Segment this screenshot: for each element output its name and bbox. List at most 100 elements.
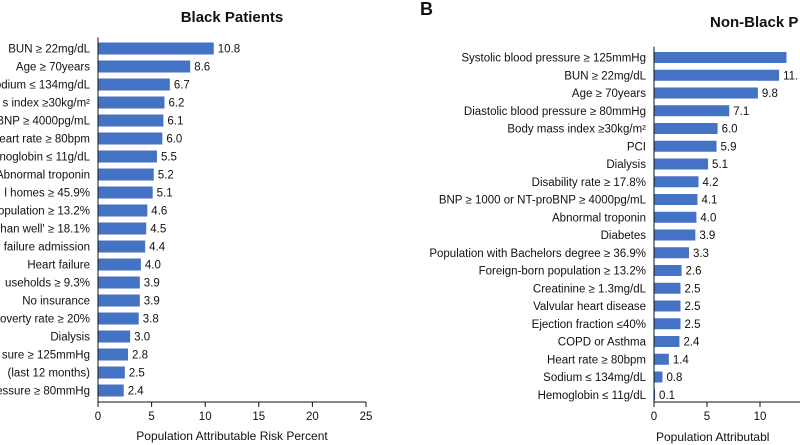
bar-value-label: 9.8: [762, 88, 778, 100]
category-label: Heart rate ≥ 80bpm: [547, 354, 646, 366]
bar-value-label: 2.4: [683, 337, 700, 349]
bar-value-label: 5.1: [712, 159, 728, 171]
bar: [654, 87, 758, 99]
panel-b-x-axis-label: Population Attributabl: [656, 430, 769, 444]
category-label: Diastolic blood pressure ≥ 80mmHg: [464, 106, 646, 118]
bar: [98, 132, 163, 145]
category-label: essure ≥ 80mmHg: [0, 386, 90, 398]
bar-value-label: 0.1: [659, 390, 675, 402]
panel-a-x-ticks: 0 5 10 15 20 25: [95, 402, 373, 423]
bar-value-label: 2.6: [686, 266, 702, 278]
category-label: BUN ≥ 22mg/dL: [8, 44, 90, 56]
category-label: Age ≥ 70years: [572, 88, 646, 100]
bar: [98, 240, 146, 253]
bar-value-label: 6.0: [166, 134, 182, 146]
bar: [98, 96, 165, 109]
bar: [98, 168, 154, 181]
bar-value-label: 11.: [783, 70, 798, 82]
x-tick-label: 5: [704, 411, 710, 423]
bar: [98, 78, 170, 91]
category-label: Foreign-born population ≥ 13.2%: [479, 266, 646, 278]
category-label: Age ≥ 70years: [16, 62, 90, 74]
bar-value-label: 6.7: [174, 80, 190, 92]
category-label: opulation ≥ 13.2%: [0, 206, 90, 218]
bar-value-label: 1.4: [673, 354, 690, 366]
bar: [654, 371, 663, 383]
bar-value-label: 4.0: [700, 212, 716, 224]
category-label: (last 12 months): [8, 368, 91, 380]
x-tick-label: 10: [199, 411, 212, 423]
bar-value-label: 4.5: [150, 224, 166, 236]
bar-value-label: 6.1: [167, 116, 183, 128]
bar-value-label: 4.0: [145, 260, 161, 272]
x-tick-label: 0: [651, 411, 657, 423]
category-label: Sodium ≤ 134mg/dL: [543, 372, 646, 384]
bar: [98, 114, 164, 127]
bar-value-label: 10.8: [218, 44, 240, 56]
category-label: Abnormal troponin: [0, 170, 90, 182]
panel-a-category-labels: BUN ≥ 22mg/dL Age ≥ 70years odium ≤ 134mg/…: [0, 44, 91, 398]
category-label: PCI: [627, 141, 646, 153]
panel-b-title: Non-Black P: [710, 14, 798, 31]
bar: [98, 312, 139, 325]
x-tick-label: 5: [148, 411, 154, 423]
bar-value-label: 3.9: [699, 230, 715, 242]
bar: [98, 186, 153, 199]
bar: [98, 330, 131, 343]
bar: [654, 336, 680, 347]
bar: [654, 353, 669, 365]
panel-a-title: Black Patients: [181, 9, 284, 26]
x-tick-label: 0: [95, 411, 101, 423]
category-label: l homes ≥ 45.9%: [4, 188, 90, 200]
bar-value-label: 5.1: [157, 188, 173, 200]
category-label: Dialysis: [50, 332, 90, 344]
bar-value-label: 2.8: [132, 350, 148, 362]
bar-value-label: 2.5: [685, 283, 701, 295]
category-label: Diabetes: [601, 230, 647, 242]
bar: [98, 294, 140, 307]
bar-value-label: 3.3: [693, 248, 709, 260]
bar: [98, 384, 124, 397]
bar-value-label: 5.5: [161, 152, 177, 164]
category-label: noglobin ≤ 11g/dL: [0, 152, 91, 164]
category-label: failure admission: [4, 242, 90, 254]
bar-value-label: 2.5: [685, 301, 701, 313]
bar: [98, 222, 147, 235]
category-label: Abnormal troponin: [552, 212, 646, 224]
bar-value-label: 8.6: [194, 62, 210, 74]
bar-value-label: 3.9: [144, 278, 160, 290]
category-label: BNP ≥ 1000 or NT-proBNP ≥ 4000pg/mL: [439, 195, 647, 207]
bar: [654, 105, 730, 117]
category-label: Hemoglobin ≤ 11g/dL: [538, 390, 647, 402]
bar-value-label: 6.0: [722, 124, 738, 136]
bar: [98, 258, 141, 271]
bar-value-label: 2.5: [129, 368, 145, 380]
bar: [654, 194, 698, 205]
bar: [654, 389, 656, 401]
bar: [654, 52, 787, 63]
bar-value-label: 4.1: [701, 195, 717, 207]
x-tick-label: 15: [252, 411, 265, 423]
panel-b-value-labels: 11. 9.8 7.1 6.0 5.9 5.1 4.2 4.1 4.0 3.9 3.3 2.6 2.5 2…: [659, 70, 798, 402]
bar: [654, 69, 780, 81]
bar-value-label: 4.6: [151, 206, 167, 218]
panel-b-category-labels: Systolic blood pressure ≥ 125mmHg BUN ≥ 2…: [429, 53, 646, 402]
panel-a-bars: [98, 42, 214, 397]
bar: [654, 229, 696, 241]
category-label: Body mass index ≥30kg/m²: [507, 124, 646, 136]
bar: [654, 176, 699, 188]
x-tick-label: 25: [360, 411, 373, 423]
category-label: Valvular heart disease: [533, 301, 646, 313]
bar-value-label: 5.2: [158, 170, 174, 182]
bar: [654, 265, 682, 276]
bar: [98, 60, 191, 73]
bar-value-label: 2.5: [685, 319, 701, 331]
x-tick-label: 20: [306, 411, 319, 423]
panel-a-value-labels: 10.8 8.6 6.7 6.2 6.1 6.0 5.5 5.2 5.1 4.6 4.5 4.4 4.0…: [128, 44, 240, 398]
bar-value-label: 7.1: [733, 106, 749, 118]
category-label: Systolic blood pressure ≥ 125mmHg: [461, 53, 646, 65]
panel-b-bars: [654, 52, 787, 401]
category-label: s index ≥30kg/m²: [3, 98, 91, 110]
category-label: Heart failure: [27, 260, 90, 272]
